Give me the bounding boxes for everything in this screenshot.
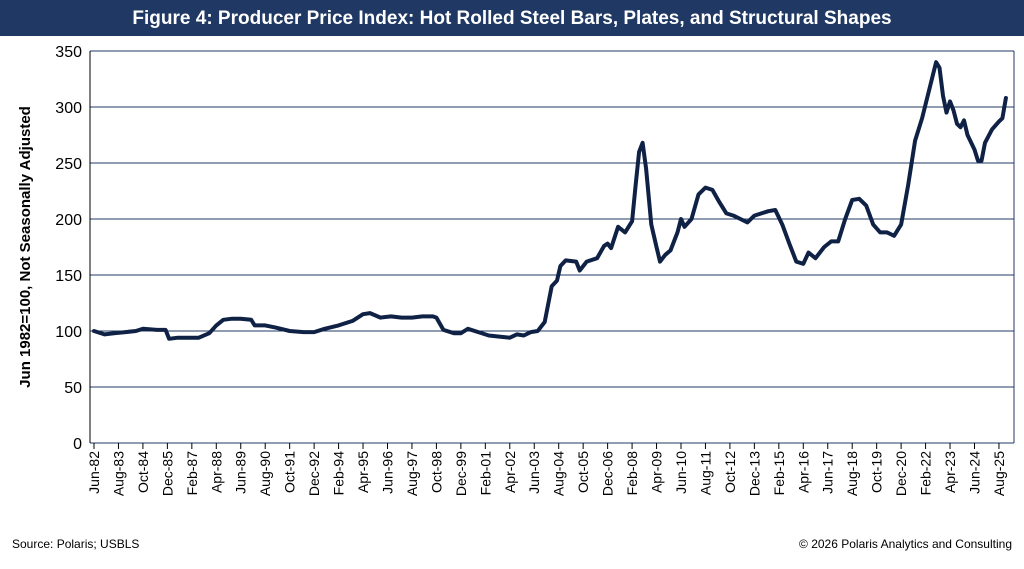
chart-title: Figure 4: Producer Price Index: Hot Roll… xyxy=(132,8,891,29)
x-tick-label: Oct-91 xyxy=(282,451,298,493)
y-tick-label: 50 xyxy=(64,380,82,397)
x-tick-label: Dec-99 xyxy=(453,451,469,496)
x-tick-label: Oct-05 xyxy=(575,451,591,493)
copyright: © 2026 Polaris Analytics and Consulting xyxy=(799,537,1012,551)
x-tick-label: Jun-17 xyxy=(820,451,836,494)
x-tick-label: Apr-23 xyxy=(942,451,958,493)
x-tick-label: Feb-22 xyxy=(918,451,934,496)
x-tick-label: Apr-02 xyxy=(502,451,518,493)
title-bar xyxy=(0,0,1024,36)
x-tick-label: Apr-88 xyxy=(208,451,224,493)
x-tick-label: Aug-18 xyxy=(844,451,860,496)
y-tick-label: 200 xyxy=(55,212,82,229)
y-tick-label: 350 xyxy=(55,44,82,61)
x-tick-label: Aug-04 xyxy=(551,451,567,496)
x-tick-label: Feb-01 xyxy=(477,451,493,496)
y-tick-label: 100 xyxy=(55,324,82,341)
y-tick-label: 150 xyxy=(55,268,82,285)
x-tick-label: Feb-15 xyxy=(771,451,787,496)
x-tick-label: Apr-16 xyxy=(795,451,811,493)
x-tick-label: Apr-95 xyxy=(355,451,371,493)
x-tick-label: Dec-92 xyxy=(306,451,322,496)
y-tick-label: 250 xyxy=(55,156,82,173)
x-tick-label: Dec-85 xyxy=(159,451,175,496)
x-tick-label: Jun-03 xyxy=(526,451,542,494)
x-tick-label: Aug-83 xyxy=(110,451,126,496)
x-tick-label: Jun-96 xyxy=(379,451,395,494)
data-line xyxy=(92,60,1008,341)
x-tick-label: Oct-12 xyxy=(722,451,738,493)
x-tick-label: Dec-20 xyxy=(893,451,909,496)
y-tick-label: 0 xyxy=(73,436,82,453)
x-tick-label: Feb-94 xyxy=(331,451,347,496)
source: Source: Polaris; USBLS xyxy=(12,537,139,551)
x-tick-label: Oct-98 xyxy=(428,451,444,493)
x-tick-label: Feb-08 xyxy=(624,451,640,496)
x-tick-label: Jun-24 xyxy=(966,451,982,494)
x-tick-label: Feb-87 xyxy=(184,451,200,496)
x-tick-label: Jun-10 xyxy=(673,451,689,494)
y-tick-label: 300 xyxy=(55,100,82,117)
x-tick-label: Dec-06 xyxy=(600,451,616,496)
y-axis-label: Jun 1982=100, Not Seasonally Adjusted xyxy=(17,106,34,388)
x-tick-label: Oct-19 xyxy=(869,451,885,493)
x-tick-label: Aug-90 xyxy=(257,451,273,496)
x-tick-label: Oct-84 xyxy=(135,451,151,493)
x-tick-label: Aug-97 xyxy=(404,451,420,496)
x-tick-label: Jun-82 xyxy=(86,451,102,494)
x-tick-label: Jun-89 xyxy=(233,451,249,494)
x-tick-label: Dec-13 xyxy=(746,451,762,496)
x-tick-label: Aug-11 xyxy=(697,451,713,495)
x-tick-label: Aug-25 xyxy=(991,451,1007,496)
x-tick-label: Apr-09 xyxy=(649,451,665,493)
